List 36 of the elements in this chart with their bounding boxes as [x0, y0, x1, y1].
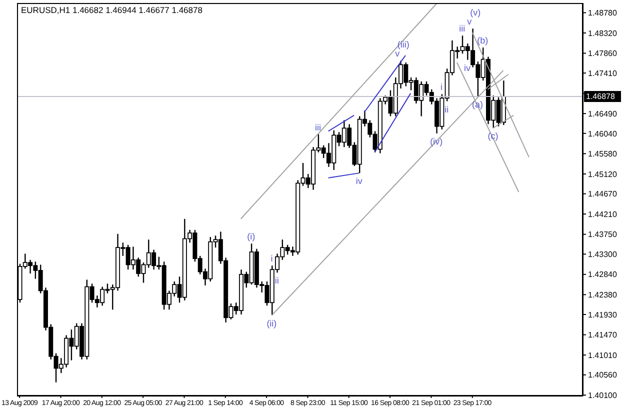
annotation: ii: [274, 276, 279, 286]
y-tick-label: 1.44210: [588, 210, 618, 219]
annotation: (ii): [266, 318, 277, 328]
y-tick-label: 1.42840: [588, 270, 618, 280]
annotation: v: [467, 16, 472, 27]
annotation: iii: [315, 122, 322, 132]
y-tick-label: 1.48320: [588, 28, 618, 38]
y-tick-label: 1.46490: [588, 109, 618, 118]
chart-title: EURUSD,H1 1.46682 1.46944 1.46677 1.46878: [21, 5, 202, 15]
y-tick-label: 1.41930: [588, 310, 618, 320]
y-tick-label: 1.40560: [588, 370, 618, 380]
y-tick-label: 1.45580: [588, 150, 618, 159]
y-tick-label: 1.47860: [588, 49, 618, 58]
y-tick-label: 1.47410: [588, 68, 618, 78]
y-tick-label: 1.45120: [588, 170, 618, 179]
y-tick-label: 1.46040: [588, 129, 618, 138]
annotation: (b): [477, 36, 488, 46]
annotation: i: [270, 254, 273, 264]
annotation: i: [440, 82, 442, 92]
annotation: (v): [470, 8, 481, 18]
annotation: v: [395, 48, 400, 59]
y-tick-label: 1.41470: [588, 330, 618, 340]
y-tick-label: 1.43300: [588, 250, 618, 259]
y-tick-label: 1.48780: [588, 8, 618, 18]
annotation: iv: [464, 62, 471, 73]
y-tick-label: 1.41010: [588, 350, 618, 360]
annotation: iii: [459, 24, 466, 34]
y-tick-label: 1.44670: [588, 190, 618, 199]
annotation: iv: [356, 176, 363, 186]
ref-line-label: 1.46878: [586, 92, 616, 101]
y-tick-label: 1.42380: [588, 290, 618, 300]
annotation: (iii): [397, 40, 410, 50]
annotation: ii: [444, 104, 449, 114]
y-tick-label: 1.40100: [588, 390, 618, 400]
annotation: (i): [247, 232, 256, 242]
y-tick-label: 1.43750: [588, 230, 618, 240]
